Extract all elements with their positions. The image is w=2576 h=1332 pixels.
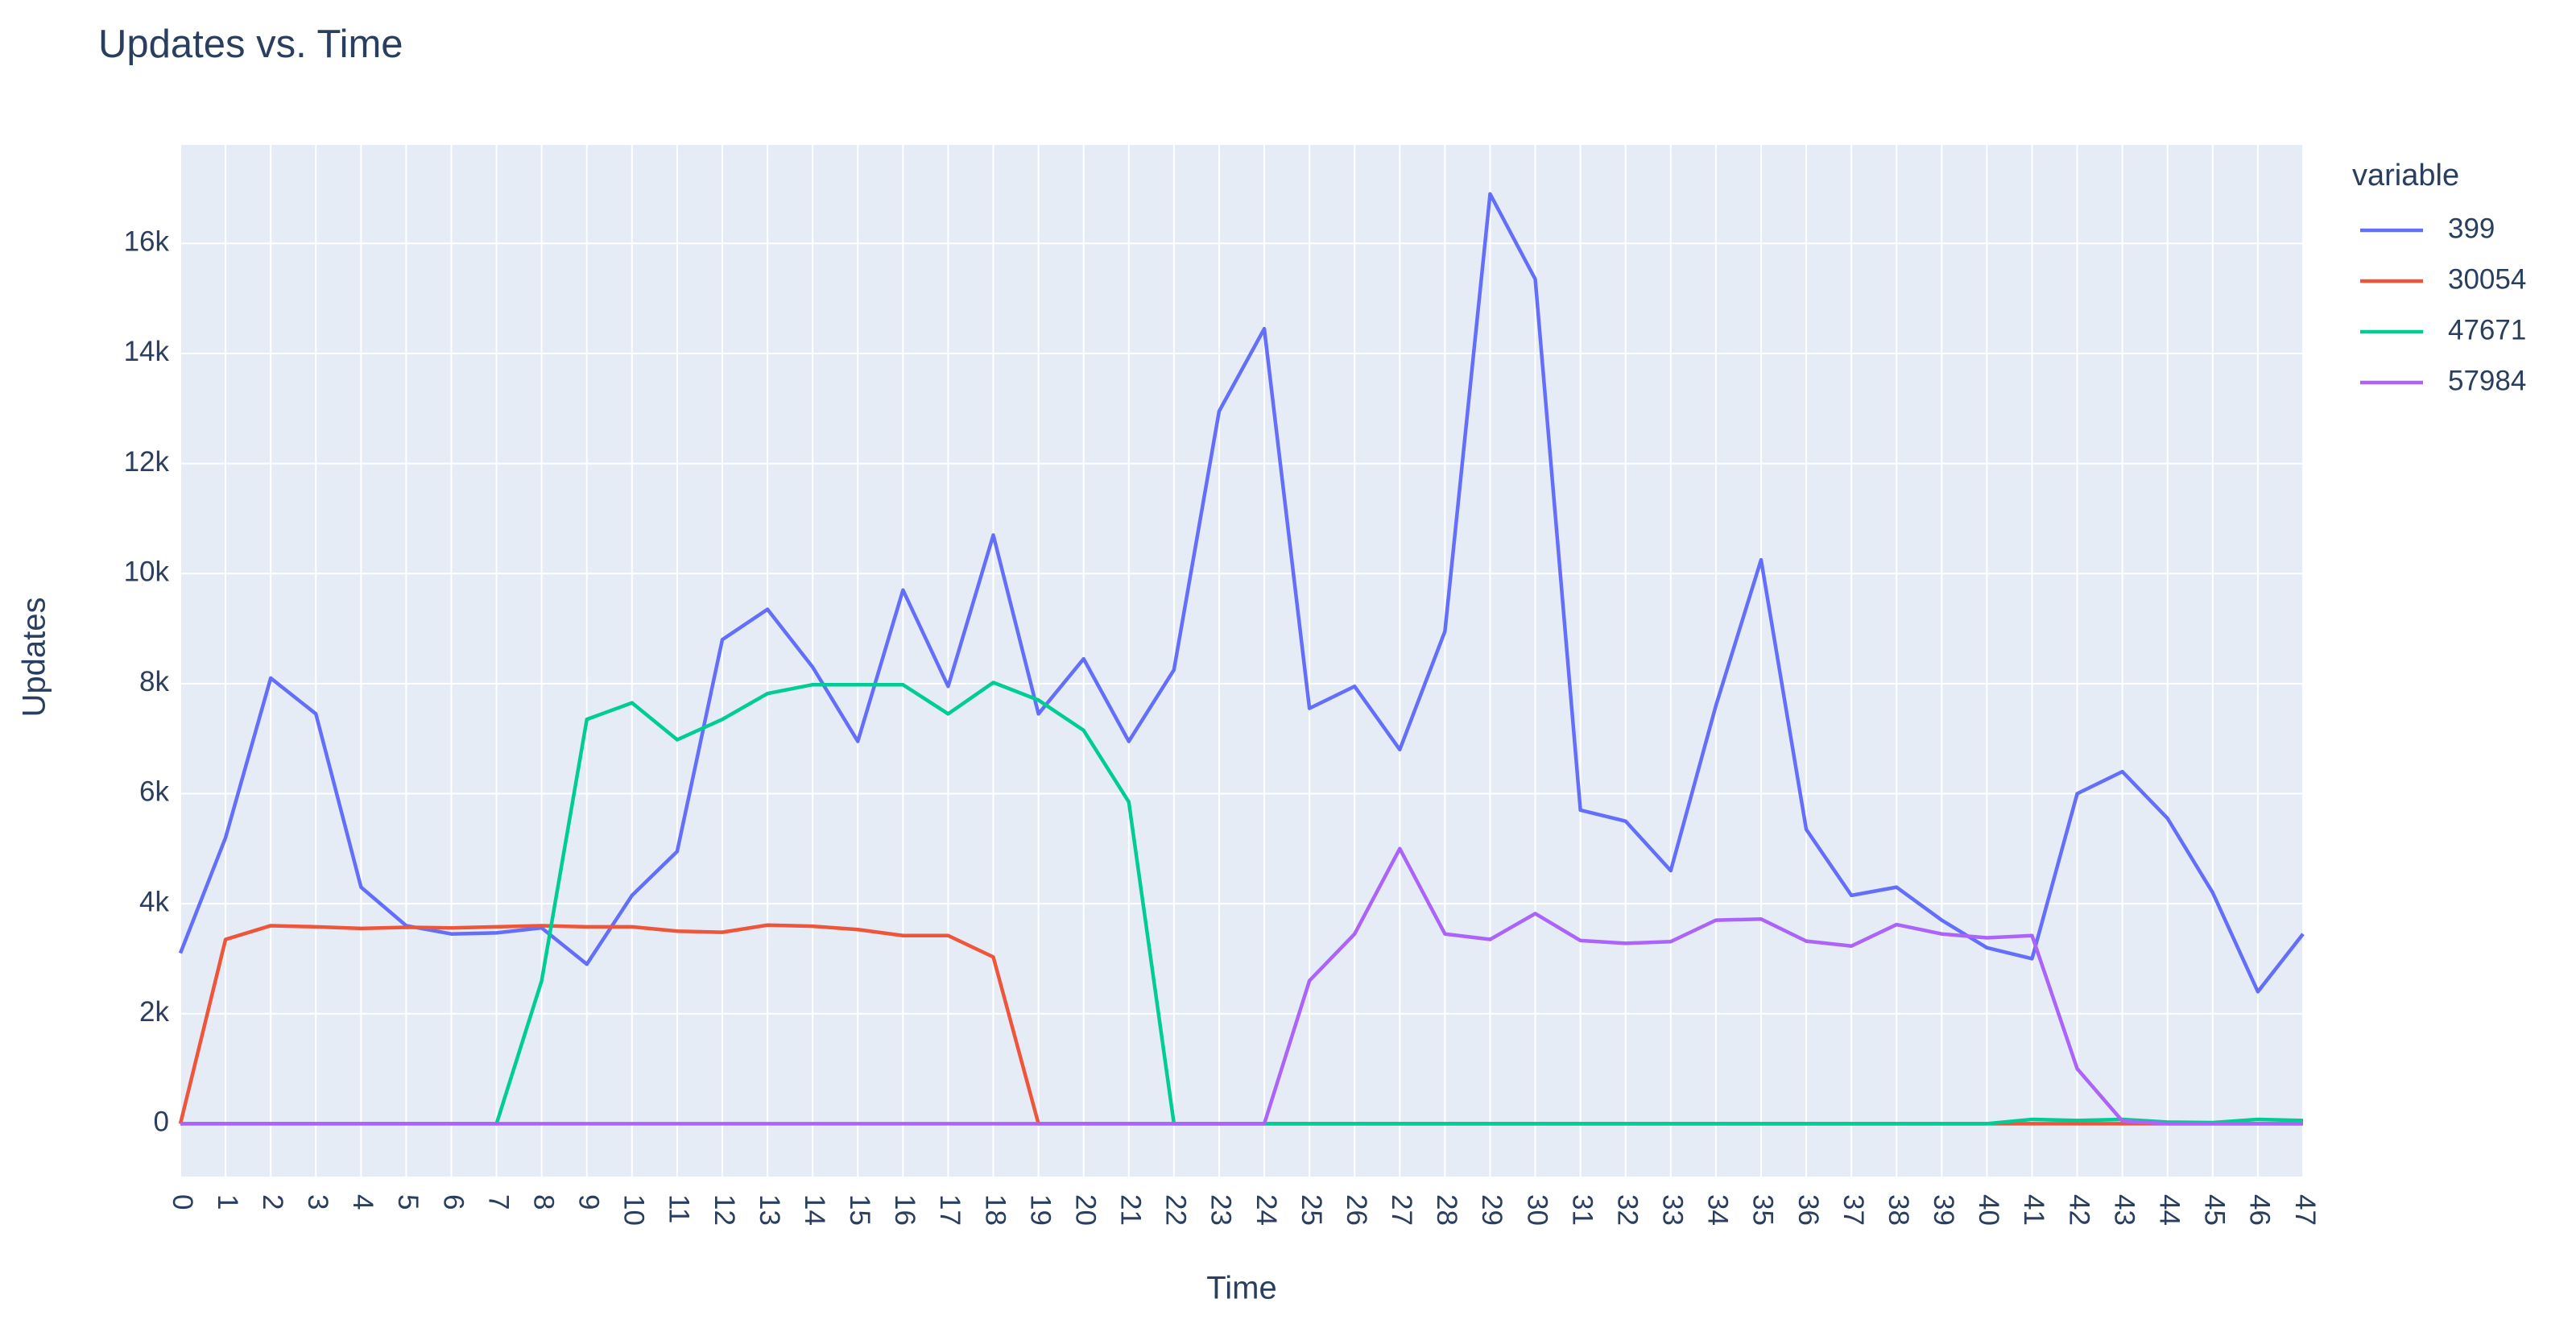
x-tick-label: 35	[1747, 1194, 1779, 1226]
x-tick-label: 19	[1024, 1194, 1056, 1226]
x-tick-label: 4	[347, 1194, 378, 1210]
x-tick-label: 17	[934, 1194, 965, 1226]
legend-label: 399	[2448, 213, 2495, 244]
x-tick-label: 41	[2018, 1194, 2049, 1226]
legend-label: 47671	[2448, 314, 2526, 345]
y-tick-label: 4k	[139, 886, 169, 917]
x-tick-label: 42	[2063, 1194, 2094, 1226]
x-tick-label: 31	[1566, 1194, 1598, 1226]
x-tick-label: 10	[618, 1194, 650, 1226]
x-tick-label: 6	[437, 1194, 469, 1210]
x-tick-label: 11	[664, 1194, 695, 1223]
legend-title: variable	[2352, 159, 2459, 192]
x-tick-label: 33	[1657, 1194, 1689, 1226]
x-tick-label: 9	[573, 1194, 605, 1210]
y-tick-label: 2k	[139, 996, 169, 1028]
x-tick-label: 18	[979, 1194, 1011, 1226]
x-tick-label: 32	[1611, 1194, 1643, 1226]
x-tick-label: 40	[1973, 1194, 2004, 1226]
x-tick-label: 27	[1386, 1194, 1417, 1226]
x-axis-title: Time	[1206, 1271, 1276, 1306]
x-tick-label: 7	[482, 1194, 514, 1210]
x-tick-label: 12	[709, 1194, 740, 1226]
plot-area	[180, 145, 2303, 1177]
x-tick-label: 28	[1431, 1194, 1462, 1226]
x-tick-label: 34	[1702, 1194, 1734, 1226]
x-tick-label: 21	[1115, 1194, 1147, 1226]
x-tick-label: 24	[1251, 1194, 1282, 1226]
x-tick-label: 44	[2153, 1194, 2185, 1226]
x-tick-label: 15	[844, 1194, 875, 1226]
legend-label: 30054	[2448, 263, 2526, 295]
x-tick-label: 16	[889, 1194, 920, 1226]
x-tick-label: 29	[1476, 1194, 1507, 1226]
x-tick-label: 0	[167, 1194, 198, 1210]
y-tick-label: 10k	[124, 556, 170, 587]
x-tick-label: 2	[257, 1194, 288, 1210]
x-tick-label: 46	[2244, 1194, 2276, 1226]
y-tick-label: 14k	[124, 336, 170, 367]
x-tick-label: 39	[1928, 1194, 1959, 1226]
legend-label: 57984	[2448, 365, 2526, 396]
x-tick-label: 37	[1838, 1194, 1869, 1226]
y-tick-label: 6k	[139, 776, 169, 808]
x-tick-label: 43	[2108, 1194, 2140, 1226]
chart-title: Updates vs. Time	[98, 23, 403, 66]
x-tick-label: 22	[1160, 1194, 1192, 1226]
x-tick-label: 36	[1792, 1194, 1824, 1226]
x-tick-label: 1	[212, 1194, 243, 1210]
y-tick-label: 12k	[124, 446, 170, 478]
x-tick-label: 5	[392, 1194, 424, 1210]
x-tick-label: 3	[302, 1194, 333, 1210]
x-tick-label: 20	[1069, 1194, 1101, 1226]
x-tick-label: 47	[2289, 1194, 2321, 1226]
y-axis-title: Updates	[17, 598, 52, 718]
y-tick-label: 8k	[139, 666, 169, 697]
x-tick-label: 25	[1296, 1194, 1327, 1226]
x-tick-label: 23	[1205, 1194, 1237, 1226]
x-tick-label: 14	[799, 1194, 830, 1226]
y-tick-label: 16k	[124, 226, 170, 258]
x-tick-label: 26	[1341, 1194, 1372, 1226]
x-tick-label: 38	[1883, 1194, 1914, 1226]
y-tick-label: 0	[154, 1107, 169, 1138]
x-tick-label: 8	[527, 1194, 559, 1210]
x-tick-label: 45	[2199, 1194, 2231, 1226]
series-line	[180, 846, 2303, 1126]
x-tick-label: 13	[754, 1194, 785, 1226]
series-line	[178, 192, 2305, 994]
x-tick-label: 30	[1521, 1194, 1553, 1226]
